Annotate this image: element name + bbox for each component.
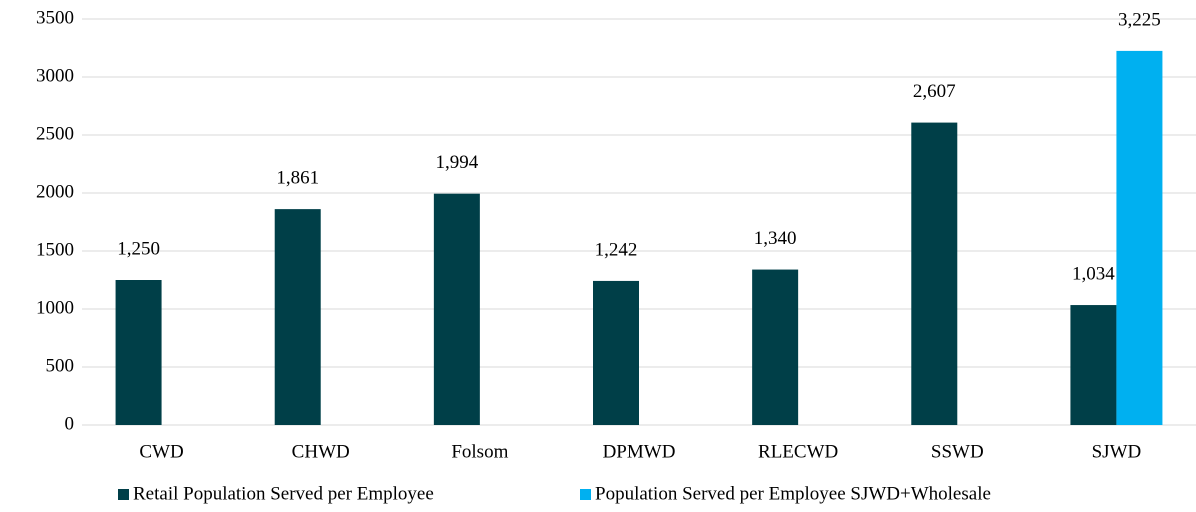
y-tick-label: 0: [65, 413, 75, 434]
bar: [752, 269, 799, 425]
x-tick-label: SJWD: [1092, 441, 1142, 462]
data-label: 1,034: [1072, 263, 1115, 284]
x-tick-label: Folsom: [451, 441, 508, 462]
y-tick-label: 3000: [36, 65, 74, 86]
data-label: 1,250: [117, 238, 160, 259]
x-tick-label: DPMWD: [603, 441, 676, 462]
data-label: 2,607: [913, 81, 956, 102]
legend-label: Retail Population Served per Employee: [133, 483, 434, 504]
y-tick-label: 1000: [36, 297, 74, 318]
x-tick-label: SSWD: [931, 441, 984, 462]
bar: [1070, 305, 1117, 425]
y-tick-label: 2500: [36, 123, 74, 144]
data-label: 1,242: [595, 239, 638, 260]
legend-swatch: [580, 489, 591, 500]
bar: [1116, 50, 1163, 426]
x-tick-label: CWD: [139, 441, 183, 462]
legend-label: Population Served per Employee SJWD+Whol…: [595, 483, 991, 504]
y-tick-label: 3500: [36, 7, 74, 28]
x-tick-label: CHWD: [292, 441, 350, 462]
x-tick-label: RLECWD: [758, 441, 838, 462]
bar: [274, 209, 321, 425]
bar: [593, 280, 639, 425]
data-label: 1,994: [435, 152, 478, 173]
bar: [911, 122, 958, 425]
data-label: 1,340: [754, 228, 797, 249]
y-tick-label: 1500: [36, 239, 74, 260]
bar: [433, 193, 480, 425]
bar: [115, 280, 162, 425]
y-tick-label: 2000: [36, 181, 74, 202]
data-label: 3,225: [1118, 9, 1161, 30]
data-label: 1,861: [276, 167, 319, 188]
legend-swatch: [118, 489, 129, 500]
y-tick-label: 500: [46, 355, 75, 376]
